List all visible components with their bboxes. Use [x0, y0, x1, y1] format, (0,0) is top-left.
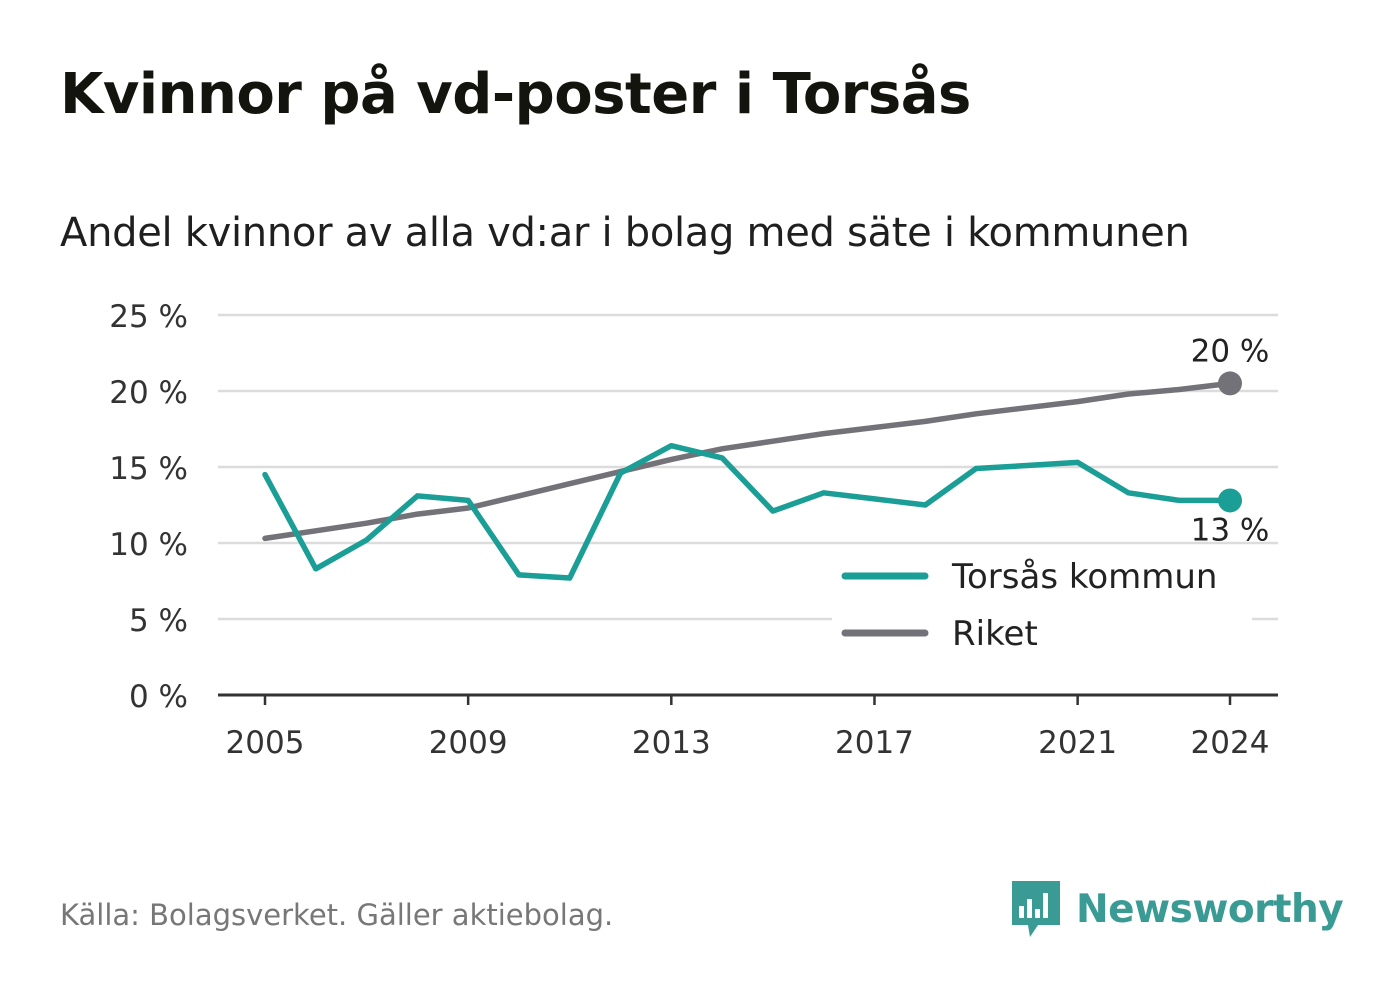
- y-tick-label: 25 %: [109, 299, 188, 335]
- x-tick-label: 2024: [1191, 725, 1270, 761]
- brand-logo: Newsworthy: [1010, 878, 1344, 940]
- grid-lines: [218, 313, 1278, 621]
- x-tick-label: 2009: [429, 725, 508, 761]
- legend-label: Torsås kommun: [951, 557, 1217, 597]
- series-end-label: 20 %: [1191, 333, 1270, 369]
- legend: Torsås kommun Riket: [832, 545, 1252, 660]
- y-tick-label: 5 %: [129, 603, 188, 639]
- series-end-point: [1218, 371, 1242, 396]
- y-tick-label: 0 %: [129, 679, 188, 715]
- series-line-riket: [262, 380, 1233, 542]
- chart-subtitle: Andel kvinnor av alla vd:ar i bolag med …: [60, 210, 1190, 256]
- source-note: Källa: Bolagsverket. Gäller aktiebolag.: [60, 898, 614, 932]
- x-tick-label: 2005: [226, 725, 305, 761]
- y-tick-label: 20 %: [109, 375, 188, 411]
- line-chart: 13 % 20 % 0 % 5 % 10 % 15 % 20 % 25 % 2005 2009 2…: [109, 299, 1278, 761]
- newsworthy-logo-icon: [1012, 881, 1060, 937]
- series-line-torsas-kommun: [262, 442, 1233, 581]
- y-tick-label: 10 %: [109, 527, 188, 563]
- series-end-point: [1218, 488, 1242, 513]
- y-tick-label: 15 %: [109, 451, 188, 487]
- series-end-label: 13 %: [1191, 512, 1270, 548]
- x-tick-label: 2017: [835, 725, 914, 761]
- x-tick-label: 2021: [1038, 725, 1117, 761]
- legend-background: [832, 545, 1252, 660]
- series-lines: 13 % 20 %: [262, 333, 1270, 581]
- x-tick-label: 2013: [632, 725, 711, 761]
- legend-label: Riket: [952, 614, 1038, 654]
- chart-title: Kvinnor på vd-poster i Torsås: [60, 62, 971, 127]
- axes: 0 % 5 % 10 % 15 % 20 % 25 % 2005 2009 2013 2017 20…: [109, 299, 1278, 761]
- brand-name: Newsworthy: [1076, 886, 1344, 932]
